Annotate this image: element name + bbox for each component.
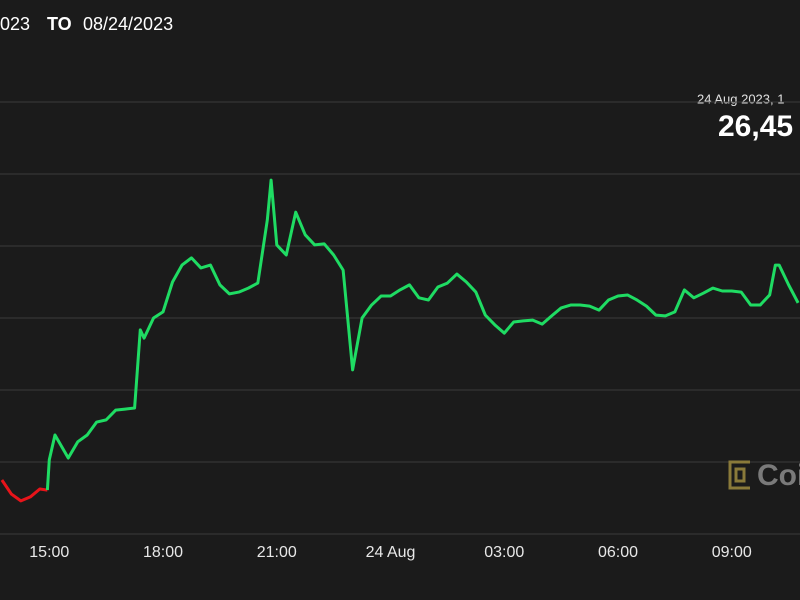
hover-date: 24 Aug 2023, 1 (697, 91, 784, 106)
price-line (45, 178, 800, 491)
x-tick-label: 18:00 (143, 544, 183, 561)
logo-bracket (728, 460, 750, 490)
x-tick-label: 03:00 (484, 544, 524, 561)
watermark-logo (728, 460, 750, 490)
logo-inner (734, 467, 746, 483)
x-tick-label: 06:00 (598, 544, 638, 561)
watermark: Coi (757, 459, 800, 492)
x-tick-label: 24 Aug (366, 544, 416, 561)
to-date: 08/24/2023 (83, 14, 173, 34)
price-line (0, 479, 48, 503)
x-tick-label: 21:00 (257, 544, 297, 561)
x-tick-label: 09:00 (712, 544, 752, 561)
from-date: 023 (0, 14, 30, 34)
to-label: TO (47, 14, 72, 34)
x-tick-label: 15:00 (29, 544, 69, 561)
hover-price: 26,45 (718, 110, 793, 143)
